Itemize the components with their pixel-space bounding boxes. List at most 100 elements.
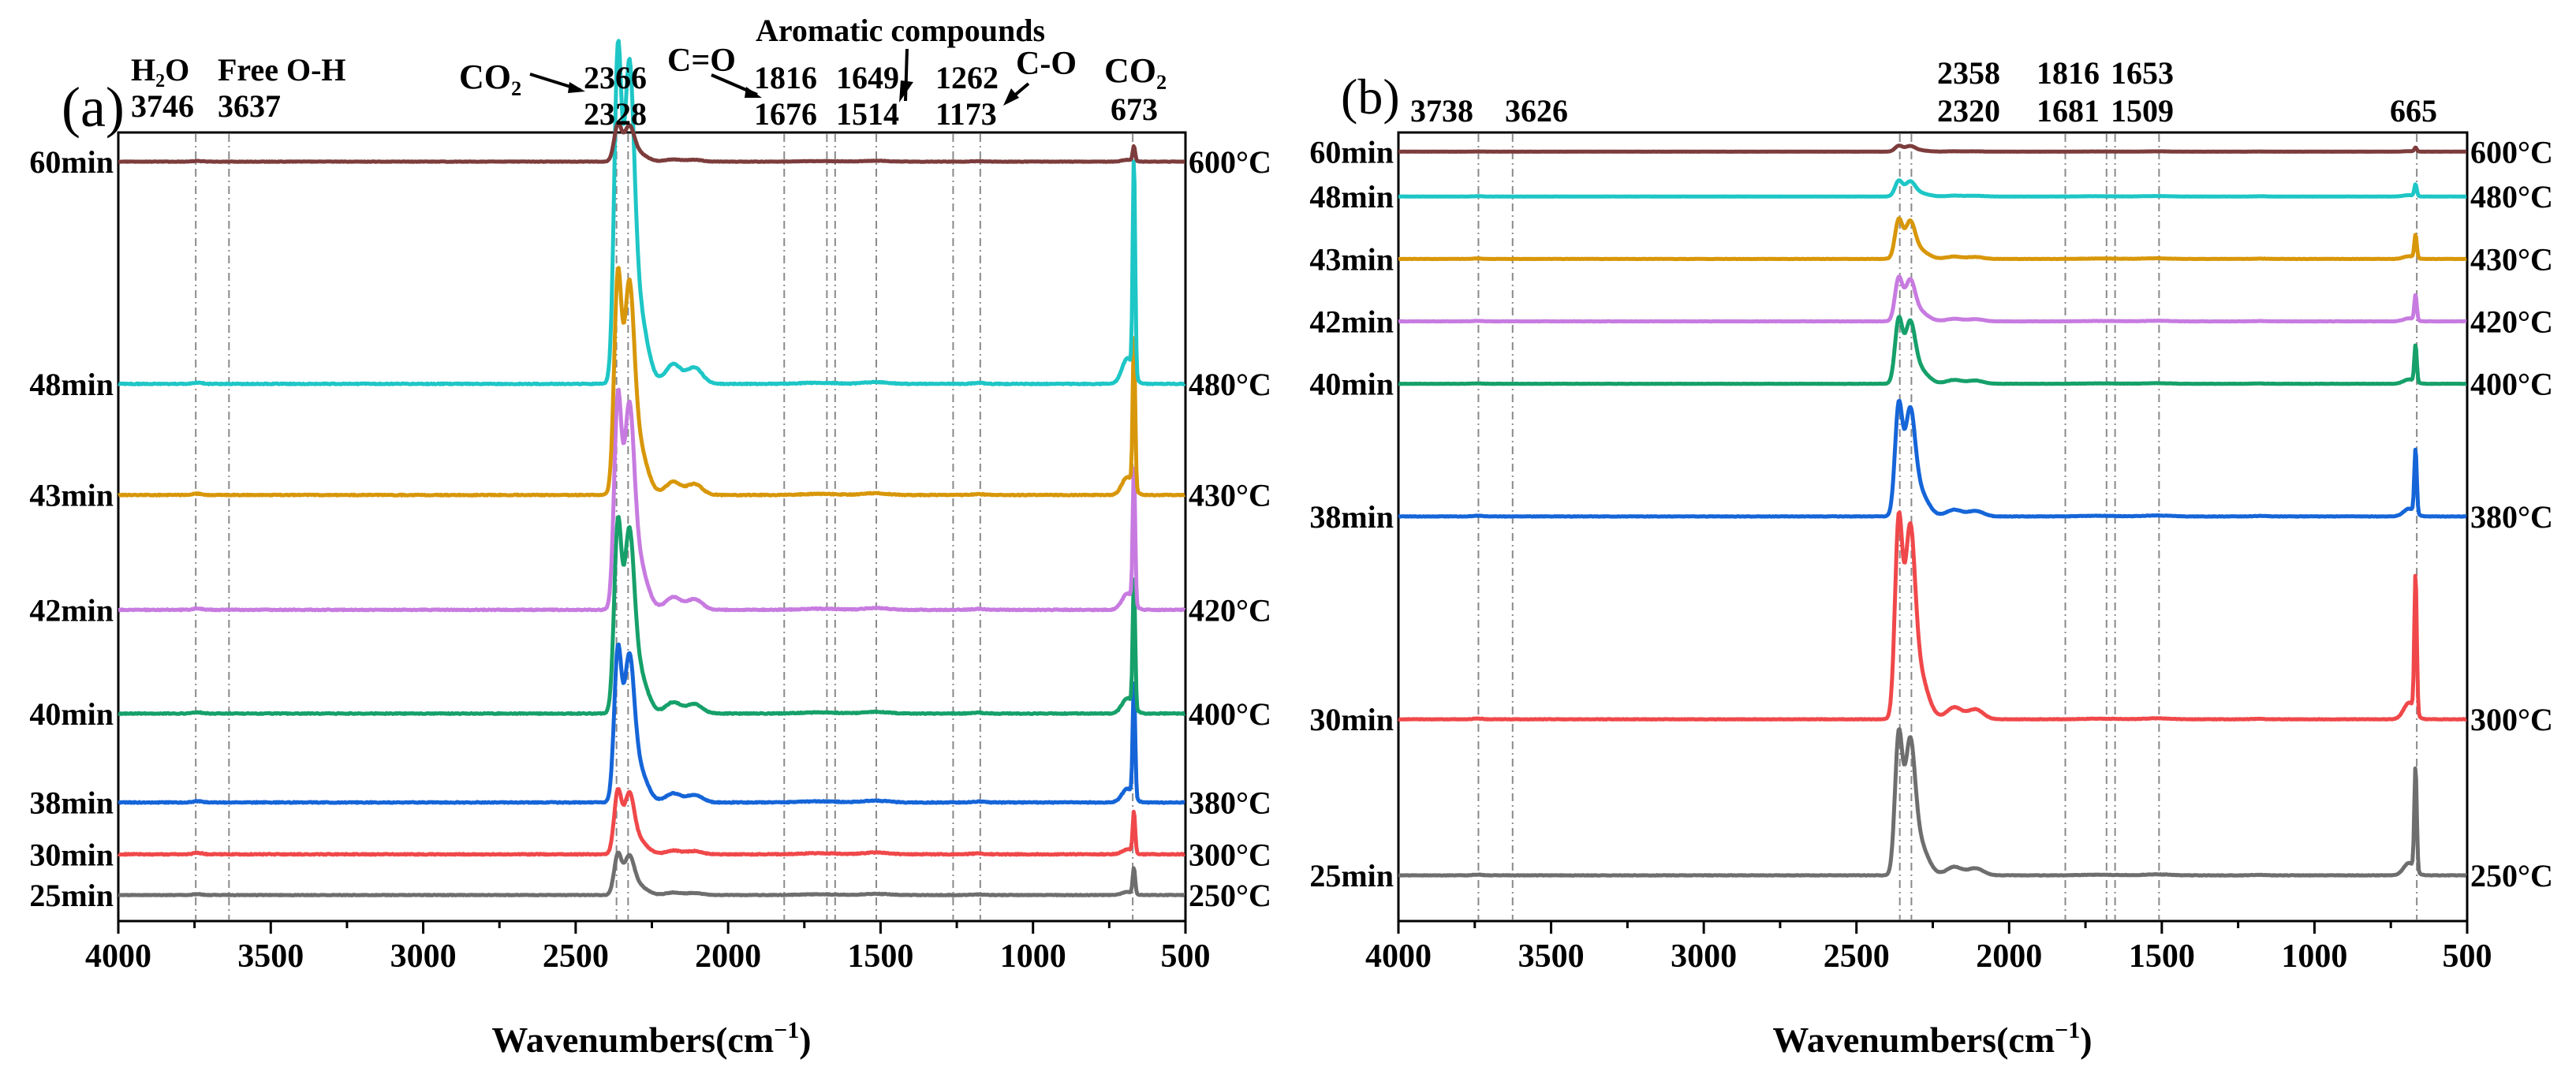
x-tick-label-1500: 1500 [847, 938, 913, 975]
panel-a-xlabel: Wavenumbers(cm−1) [491, 1017, 811, 1060]
x-tick-label-3000: 3000 [1671, 938, 1737, 975]
series-time-label: 25min [1309, 858, 1394, 893]
annotation-free-oh-value: 3637 [218, 88, 281, 124]
panel-b-reference-lines [1477, 134, 2418, 919]
series-line-38min [117, 642, 1186, 805]
annotation-co-bottom: 1676 [754, 96, 817, 132]
series-temp-label: 480°C [1189, 367, 1271, 402]
panel-b-frame [1397, 131, 2469, 923]
series-temp-label: 400°C [2470, 367, 2553, 402]
annotation-3738: 3738 [1410, 93, 1473, 129]
panel-a-xlabel-close: ) [799, 1020, 811, 1060]
series-temp-label: 420°C [1189, 592, 1271, 628]
panel-a-xlabel-sup: −1 [774, 1017, 799, 1043]
series-time-label: 38min [1309, 499, 1394, 535]
series-time-label: 38min [29, 785, 114, 821]
annotation-co2-left: CO₂ [459, 58, 521, 96]
series-temp-label: 380°C [1189, 785, 1271, 821]
panel-b-xlabel-sup: −1 [2055, 1017, 2080, 1043]
series-time-label: 30min [1309, 702, 1394, 737]
series-temp-label: 430°C [2470, 241, 2553, 277]
x-tick-label-1000: 1000 [2281, 938, 2347, 975]
annotation-h2o: H₂O [131, 52, 189, 88]
annotation-co: C=O [667, 43, 736, 79]
panel-b-series-labels: 25min 250°C 30min 300°C 38min 380°C 40min 400°C… [1309, 134, 2553, 893]
annotation-1653: 1653 [2111, 55, 2174, 91]
series-line-60min [117, 121, 1186, 164]
x-tick-label-2500: 2500 [1824, 938, 1890, 975]
annotation-co-top: 1816 [754, 60, 817, 95]
series-time-label: 42min [1309, 304, 1394, 340]
series-line-25min [1397, 727, 2468, 878]
x-tick-label-500: 500 [2443, 938, 2492, 975]
series-line-25min [117, 850, 1186, 897]
annotation-1816: 1816 [2037, 55, 2100, 91]
series-line-43min [117, 266, 1186, 498]
annotation-co2-left-top: 2366 [584, 60, 647, 95]
annotation-c-o: C-O [1016, 46, 1077, 82]
x-tick-label-3500: 3500 [237, 938, 304, 975]
series-line-38min [1397, 398, 2468, 519]
panel-a-x-axis: 4000 3500 3000 2500 2000 1500 1000 500 [85, 921, 1211, 975]
panel-b-xlabel: Wavenumbers(cm−1) [1772, 1017, 2092, 1060]
series-line-43min [1397, 216, 2468, 262]
annotation-co2-right-value: 673 [1111, 91, 1158, 127]
series-line-30min [1397, 510, 2468, 722]
x-tick-label-4000: 4000 [1365, 938, 1432, 975]
series-line-48min [117, 39, 1186, 386]
annotation-co2-left-bottom: 2328 [584, 96, 647, 132]
panel-a: 4000 3500 3000 2500 2000 1500 1000 500 25min 250… [29, 13, 1271, 1060]
series-temp-label: 600°C [2470, 134, 2553, 170]
annotation-2358: 2358 [1937, 55, 2000, 91]
panel-b: 4000 3500 3000 2500 2000 1500 1000 500 25min 250… [1309, 55, 2553, 1060]
x-tick-label-1000: 1000 [1000, 938, 1066, 975]
series-temp-label: 250°C [2470, 858, 2553, 893]
series-time-label: 40min [29, 696, 114, 732]
arrow-aromatic [904, 48, 909, 102]
panel-b-xlabel-main: Wavenumbers(cm [1772, 1020, 2055, 1060]
series-temp-label: 420°C [2470, 304, 2553, 340]
panel-b-series [1397, 144, 2468, 878]
annotation-1509: 1509 [2111, 93, 2174, 129]
series-line-42min [117, 387, 1186, 613]
series-time-label: 43min [1309, 241, 1394, 277]
panel-a-series [117, 39, 1186, 897]
annotation-3626: 3626 [1505, 93, 1568, 129]
annotation-aromatic-bottom: 1514 [836, 96, 899, 132]
x-tick-label-1500: 1500 [2129, 938, 2195, 975]
x-tick-label-2000: 2000 [1976, 938, 2042, 975]
series-time-label: 48min [1309, 179, 1394, 214]
annotation-aromatic-top: 1649 [836, 60, 899, 95]
panel-a-label: (a) [62, 76, 125, 139]
panel-a-series-labels: 25min 250°C 30min 300°C 38min 380°C 40min 400°C… [29, 144, 1271, 913]
series-time-label: 48min [29, 367, 114, 402]
series-temp-label: 430°C [1189, 478, 1271, 513]
series-time-label: 60min [1309, 134, 1394, 170]
series-time-label: 25min [29, 878, 114, 913]
series-temp-label: 400°C [1189, 696, 1271, 732]
panel-b-xlabel-close: ) [2080, 1020, 2092, 1060]
series-line-40min [117, 515, 1186, 716]
series-time-label: 40min [1309, 367, 1394, 402]
series-temp-label: 250°C [1189, 878, 1271, 913]
arrowhead-co [745, 87, 762, 98]
series-line-42min [1397, 274, 2468, 324]
x-tick-label-3000: 3000 [390, 938, 457, 975]
x-tick-label-2500: 2500 [543, 938, 609, 975]
series-temp-label: 300°C [2470, 702, 2553, 737]
svg-text:Wavenumbers(cm−1): Wavenumbers(cm−1) [1772, 1017, 2092, 1060]
panel-a-xlabel-main: Wavenumbers(cm [491, 1020, 774, 1060]
series-line-40min [1397, 315, 2468, 386]
annotation-c-o-bottom: 1173 [935, 96, 997, 132]
series-time-label: 43min [29, 478, 114, 513]
series-temp-label: 380°C [2470, 499, 2553, 535]
series-time-label: 60min [29, 144, 114, 180]
annotation-co2-right: CO₂ [1104, 51, 1167, 90]
series-time-label: 42min [29, 592, 114, 628]
series-line-30min [117, 787, 1186, 857]
arrowhead-aromatic [899, 80, 913, 103]
x-tick-label-2000: 2000 [695, 938, 761, 975]
annotation-aromatic: Aromatic compounds [756, 13, 1045, 48]
arrowhead-c-o [1003, 88, 1019, 106]
